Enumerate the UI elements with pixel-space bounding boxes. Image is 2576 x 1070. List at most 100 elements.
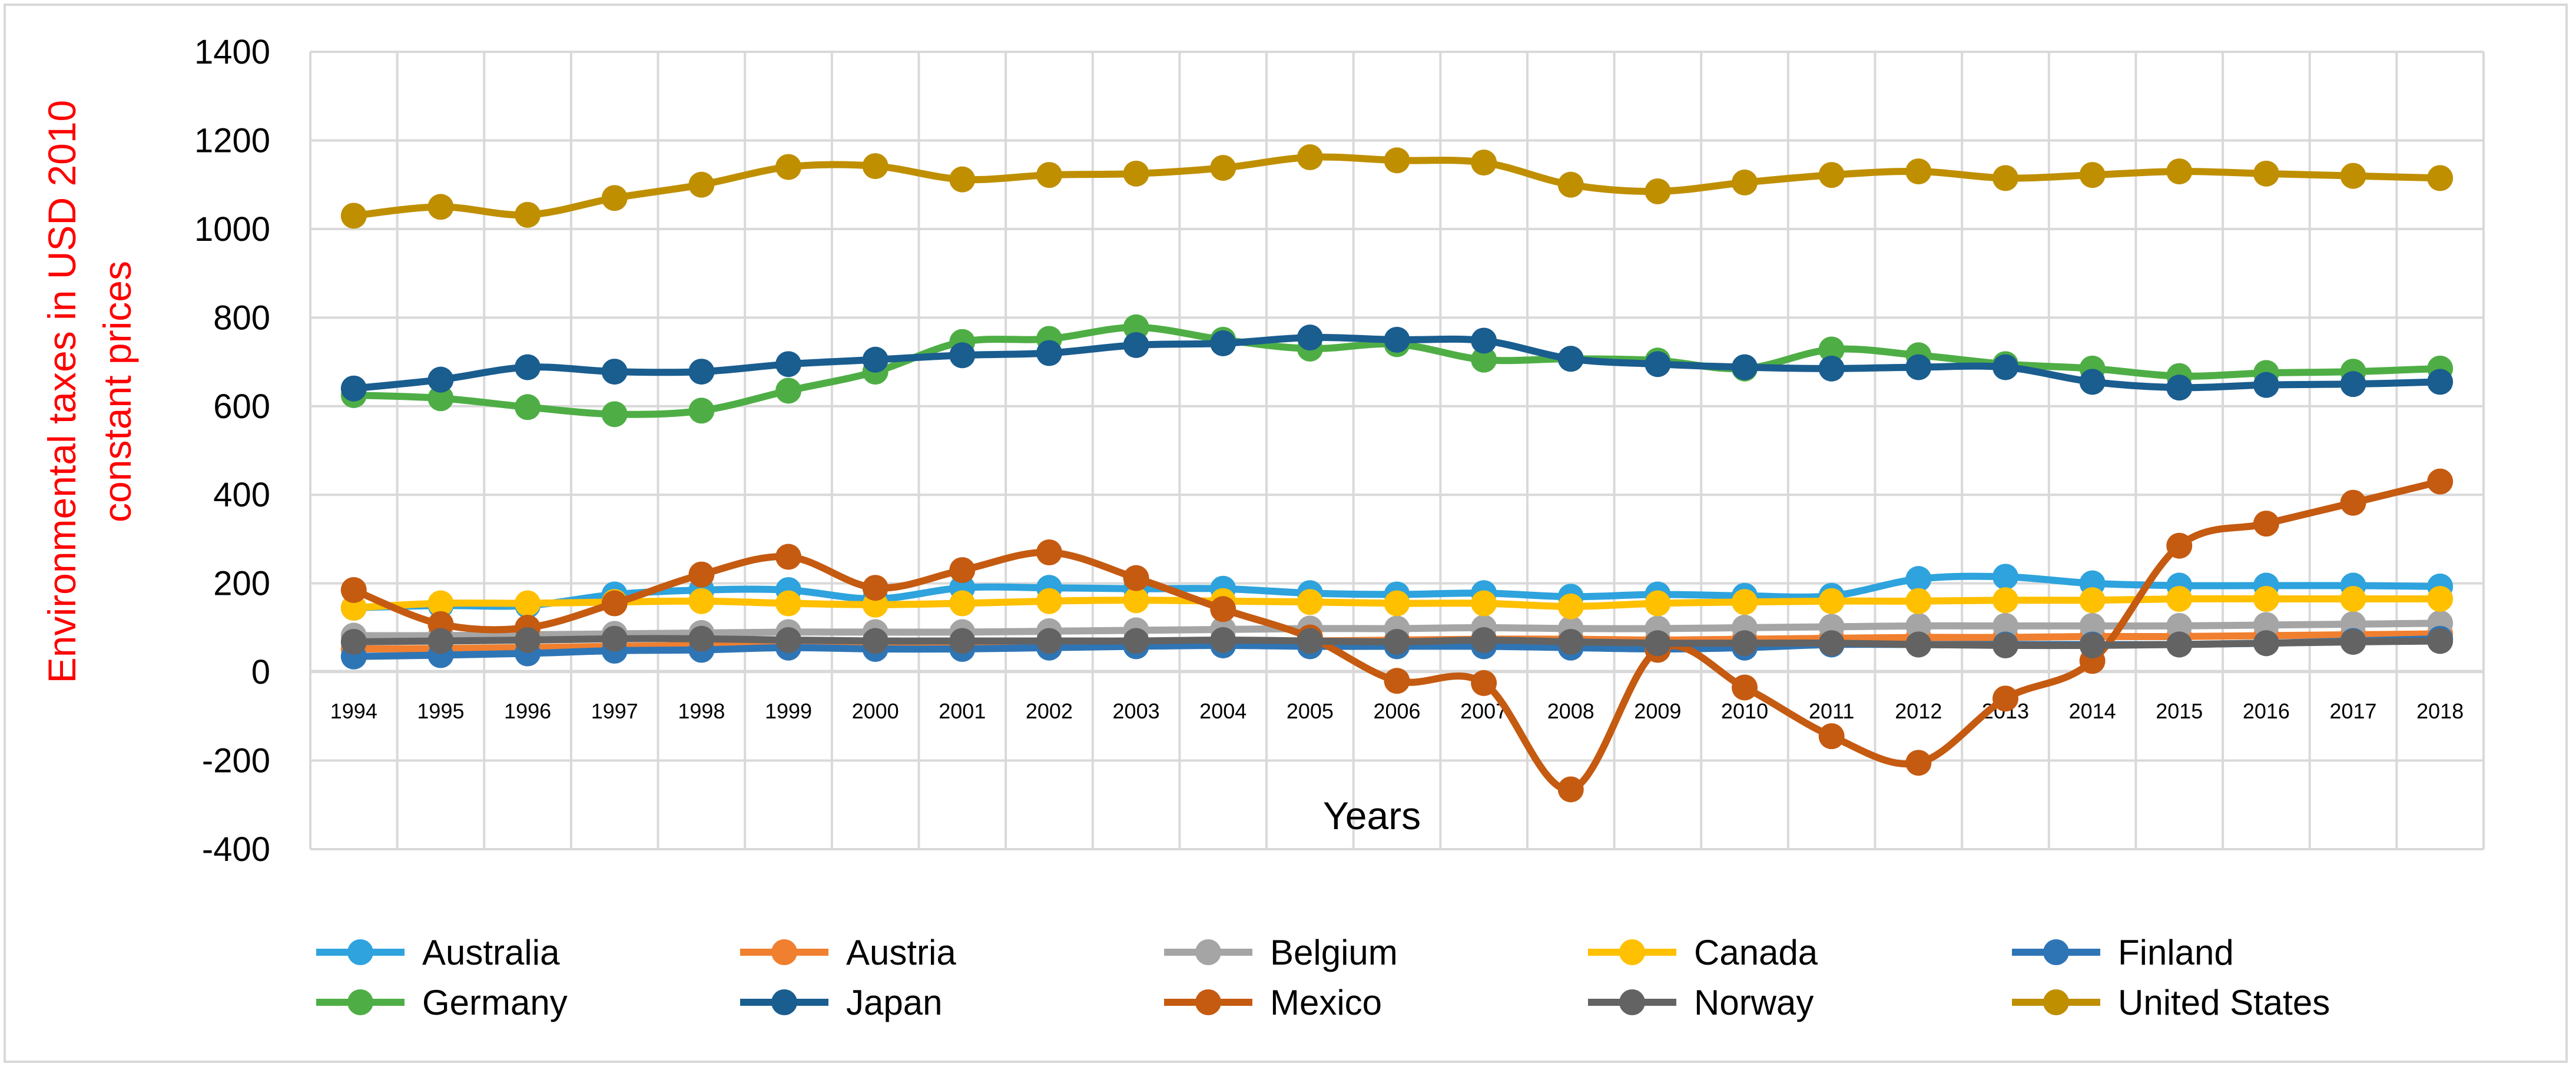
data-point-united-states-2009: [1645, 178, 1671, 204]
legend-item-austria[interactable]: Austria: [740, 933, 956, 972]
data-point-united-states-1998: [688, 171, 715, 198]
x-tick-label: 2015: [2156, 699, 2203, 723]
data-point-japan-2003: [1123, 332, 1149, 358]
data-point-canada-2002: [1036, 588, 1062, 614]
data-point-united-states-2001: [949, 166, 976, 193]
data-point-canada-2006: [1384, 590, 1410, 617]
legend-swatch-marker: [2043, 939, 2069, 965]
y-tick-label: 200: [213, 565, 270, 603]
data-point-japan-2002: [1036, 340, 1062, 366]
data-point-norway-1995: [427, 628, 454, 654]
data-point-norway-1997: [601, 625, 628, 652]
data-point-norway-2018: [2427, 628, 2454, 654]
data-point-united-states-2011: [1818, 162, 1845, 188]
legend-item-canada[interactable]: Canada: [1588, 933, 1818, 972]
legend-swatch-marker: [771, 989, 797, 1015]
legend-swatch-marker: [1619, 939, 1645, 965]
data-point-canada-1994: [340, 595, 367, 621]
data-point-mexico-2015: [2166, 532, 2193, 559]
x-tick-label: 1998: [678, 699, 725, 723]
data-point-mexico-2001: [949, 557, 976, 584]
x-tick-label: 2009: [1634, 699, 1681, 723]
data-point-norway-2002: [1036, 628, 1062, 654]
data-point-belgium-2013: [1992, 612, 2018, 639]
series-united-states: [340, 144, 2454, 229]
data-point-japan-2016: [2253, 372, 2279, 398]
data-point-united-states-2015: [2166, 158, 2193, 185]
legend-item-norway[interactable]: Norway: [1588, 983, 1814, 1022]
legend-label: Germany: [422, 983, 568, 1022]
data-point-mexico-2007: [1471, 670, 1497, 696]
legend-label: Australia: [422, 933, 560, 972]
data-point-japan-2009: [1645, 351, 1671, 377]
x-tick-label: 1996: [504, 699, 551, 723]
data-point-united-states-2006: [1384, 147, 1410, 174]
data-point-united-states-2016: [2253, 160, 2279, 187]
legend-item-mexico[interactable]: Mexico: [1164, 983, 1382, 1022]
data-point-japan-1995: [427, 366, 454, 393]
data-point-norway-2013: [1992, 632, 2018, 658]
data-point-norway-2017: [2340, 628, 2366, 655]
series-japan: [340, 324, 2454, 402]
x-tick-label: 1995: [417, 699, 464, 723]
data-point-canada-2018: [2427, 585, 2454, 612]
data-point-mexico-2003: [1123, 565, 1149, 591]
data-point-australia-2013: [1992, 564, 2018, 590]
data-point-united-states-2004: [1210, 155, 1236, 181]
data-point-united-states-2000: [862, 153, 888, 180]
data-point-japan-1996: [515, 354, 541, 380]
legend-item-belgium[interactable]: Belgium: [1164, 933, 1398, 972]
data-point-belgium-2012: [1905, 612, 1932, 639]
data-point-japan-2014: [2079, 369, 2106, 395]
data-point-norway-1994: [340, 628, 367, 655]
data-point-mexico-1999: [775, 544, 802, 570]
x-tick-label: 2006: [1373, 699, 1420, 723]
data-point-germany-1999: [775, 377, 802, 404]
data-point-norway-1999: [775, 627, 802, 653]
x-tick-label: 2005: [1287, 699, 1334, 723]
data-point-united-states-2005: [1297, 144, 1323, 171]
legend-item-united-states[interactable]: United States: [2012, 983, 2330, 1022]
data-point-canada-2017: [2340, 585, 2366, 612]
data-point-japan-2011: [1818, 355, 1845, 382]
x-tick-label: 1999: [765, 699, 812, 723]
x-tick-label: 2003: [1113, 699, 1160, 723]
series-norway: [340, 625, 2454, 658]
data-point-norway-2006: [1384, 628, 1410, 655]
legend-swatch-marker: [771, 939, 797, 965]
data-point-united-states-2002: [1036, 162, 1062, 188]
data-point-belgium-2014: [2079, 612, 2106, 639]
x-tick-label: 2017: [2329, 699, 2376, 723]
x-tick-label: 2001: [939, 699, 986, 723]
legend-label: Belgium: [1270, 933, 1398, 972]
data-point-japan-2007: [1471, 327, 1497, 354]
data-point-canada-2015: [2166, 585, 2193, 612]
data-point-mexico-2018: [2427, 468, 2454, 495]
legend-item-japan[interactable]: Japan: [740, 983, 942, 1022]
data-point-canada-2003: [1123, 587, 1149, 614]
data-point-united-states-1995: [427, 194, 454, 220]
y-axis-label-line-2: constant prices: [95, 261, 139, 522]
axes: -400 -200 0 200 400 600 800 1000 1200 1400 1994 199…: [194, 33, 2484, 869]
data-point-canada-1996: [515, 590, 541, 617]
data-point-canada-1999: [775, 590, 802, 617]
legend-item-australia[interactable]: Australia: [316, 933, 560, 972]
data-point-germany-2007: [1471, 346, 1497, 373]
data-point-norway-2000: [862, 628, 888, 654]
x-tick-label: 2008: [1547, 699, 1594, 723]
data-point-united-states-2008: [1557, 171, 1584, 198]
x-tick-label: 2010: [1721, 699, 1768, 723]
y-tick-label: 1200: [194, 121, 270, 160]
data-point-norway-2008: [1557, 628, 1584, 655]
legend-item-germany[interactable]: Germany: [316, 983, 568, 1022]
data-point-mexico-1997: [601, 590, 628, 617]
x-tick-label: 2011: [1809, 699, 1854, 723]
data-point-united-states-2017: [2340, 163, 2366, 189]
legend-item-finland[interactable]: Finland: [2012, 933, 2234, 972]
data-point-japan-2006: [1384, 326, 1410, 353]
data-point-germany-2003: [1123, 314, 1149, 340]
data-point-norway-2012: [1905, 631, 1932, 658]
series-canada: [340, 585, 2454, 621]
y-tick-label: -400: [202, 830, 270, 869]
data-point-united-states-1994: [340, 203, 367, 229]
